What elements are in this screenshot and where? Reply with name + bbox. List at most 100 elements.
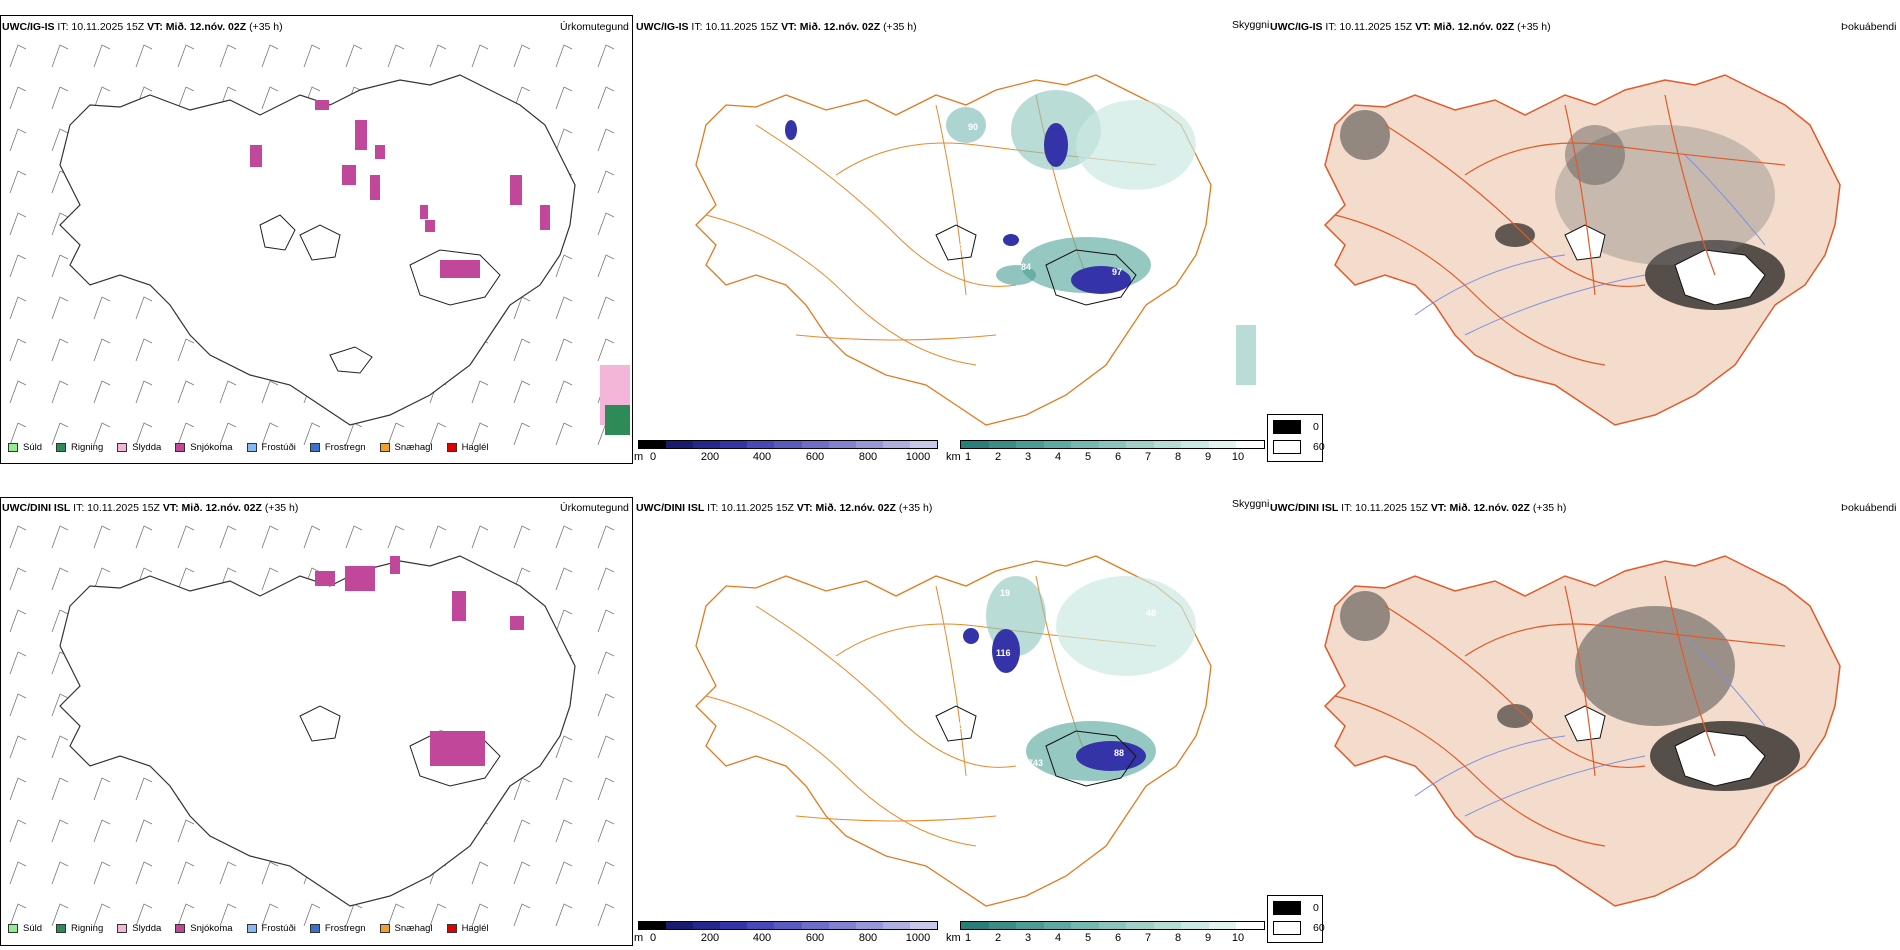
wind-barb [513, 567, 531, 591]
wind-barb [555, 903, 573, 927]
rivers [1414, 635, 1766, 817]
wind-barb [555, 254, 573, 278]
tick-label: 5 [1084, 451, 1092, 463]
wind-barb [135, 819, 153, 843]
wind-barb [51, 525, 69, 549]
legend-label: Snjókoma [190, 442, 233, 453]
wind-barb [555, 296, 573, 320]
wind-barb [429, 903, 447, 927]
wind-barb [303, 525, 321, 549]
wind-barb [177, 380, 195, 404]
glacier-vatnajokull [1674, 730, 1766, 787]
wind-barb [513, 525, 531, 549]
lead-time: (+35 h) [1532, 502, 1567, 514]
wind-barb [9, 422, 27, 446]
ceiling-label: 90 [968, 122, 978, 132]
lead-time: (+35 h) [264, 502, 299, 514]
fog-swatch [1273, 921, 1301, 935]
wind-barb [471, 861, 489, 885]
wind-barb [93, 338, 111, 362]
wind-barb [9, 609, 27, 633]
ceiling-label: 46 [1008, 172, 1018, 182]
wind-barb [9, 296, 27, 320]
tick-label: 1000 [905, 451, 931, 463]
glacier-langjokull [299, 705, 341, 742]
wind-barb [387, 525, 405, 549]
fog-legend-row: 60 [1273, 440, 1325, 454]
panel-title-precip: Úrkomutegund [560, 502, 629, 514]
wind-barb [219, 422, 237, 446]
wind-barb [51, 128, 69, 152]
wind-barb [51, 380, 69, 404]
ceiling-label: 227 [1018, 663, 1033, 673]
tick-label: 1000 [905, 932, 931, 944]
wind-barb [51, 86, 69, 110]
tick-label: 400 [752, 451, 772, 463]
wind-barb [513, 819, 531, 843]
ceiling-label: 84 [1021, 262, 1031, 272]
wind-barb [9, 338, 27, 362]
ceiling-colorbar-bottom [638, 921, 938, 930]
init-time: IT: 10.11.2025 15Z [57, 21, 145, 33]
wind-barb [261, 44, 279, 68]
wind-barb [345, 44, 363, 68]
wind-barb [9, 212, 27, 236]
wind-barb [93, 422, 111, 446]
legend-label: Haglél [461, 923, 489, 934]
wind-barb [51, 735, 69, 759]
wind-barb [177, 819, 195, 843]
legend-swatch [309, 924, 320, 933]
cloud-map-top: 247 90 88 46 70 84 97 164 [695, 74, 1256, 426]
wind-barb [177, 338, 195, 362]
glacier-vatnajokull [1045, 730, 1137, 787]
wind-barb [93, 44, 111, 68]
glacier-langjokull [935, 224, 977, 261]
legend-item-snaehagl: Snæhagl [379, 442, 433, 453]
fog-swatch [1273, 440, 1301, 454]
fog-map-top [1323, 74, 1841, 426]
wind-barb [219, 44, 237, 68]
wind-barb [513, 422, 531, 446]
legend-item-sudd: Súld [8, 442, 42, 453]
fog-label: 60 [1313, 922, 1325, 934]
wind-barb [387, 422, 405, 446]
wind-barb [261, 86, 279, 110]
wind-barb [177, 44, 195, 68]
wind-barb [219, 903, 237, 927]
ceiling-field [785, 120, 1131, 294]
lead-time: (+35 h) [249, 21, 283, 33]
legend-swatch [117, 924, 128, 933]
wind-barb [51, 254, 69, 278]
wind-barb [177, 525, 195, 549]
fog-swatch [1273, 420, 1301, 434]
tick-label: 200 [700, 932, 720, 944]
wind-barb [177, 86, 195, 110]
wind-barb [51, 422, 69, 446]
visibility-colorbar-bottom [960, 921, 1265, 930]
wind-barb [51, 44, 69, 68]
tick-label: 2 [994, 451, 1002, 463]
rain-coast [600, 365, 630, 435]
visibility-ticks-top: 1 2 3 4 5 6 7 8 9 10 [965, 451, 1258, 465]
lead-time: (+35 h) [883, 21, 917, 33]
wind-barb [597, 170, 615, 194]
glacier-hofsjokull [259, 214, 296, 251]
wind-barb [9, 254, 27, 278]
wind-barb [177, 567, 195, 591]
wind-barb [135, 861, 153, 885]
wind-barb [513, 380, 531, 404]
iceland-outline [59, 555, 576, 907]
wind-barb [51, 861, 69, 885]
wind-barb [135, 903, 153, 927]
wind-barb [513, 44, 531, 68]
glacier-vatnajokull [409, 249, 501, 306]
cloud-map-bottom: 19 48 116 227 125 743 88 [695, 555, 1212, 907]
fog-legend-row: 0 [1273, 901, 1319, 915]
wind-barb [555, 86, 573, 110]
glacier-vatnajokull [1674, 249, 1766, 306]
legend-item-rigning: Rigning [56, 923, 103, 934]
wind-barb [93, 525, 111, 549]
wind-barb [597, 296, 615, 320]
glacier-vatnajokull [1045, 249, 1137, 306]
fog-label: 60 [1313, 441, 1325, 453]
